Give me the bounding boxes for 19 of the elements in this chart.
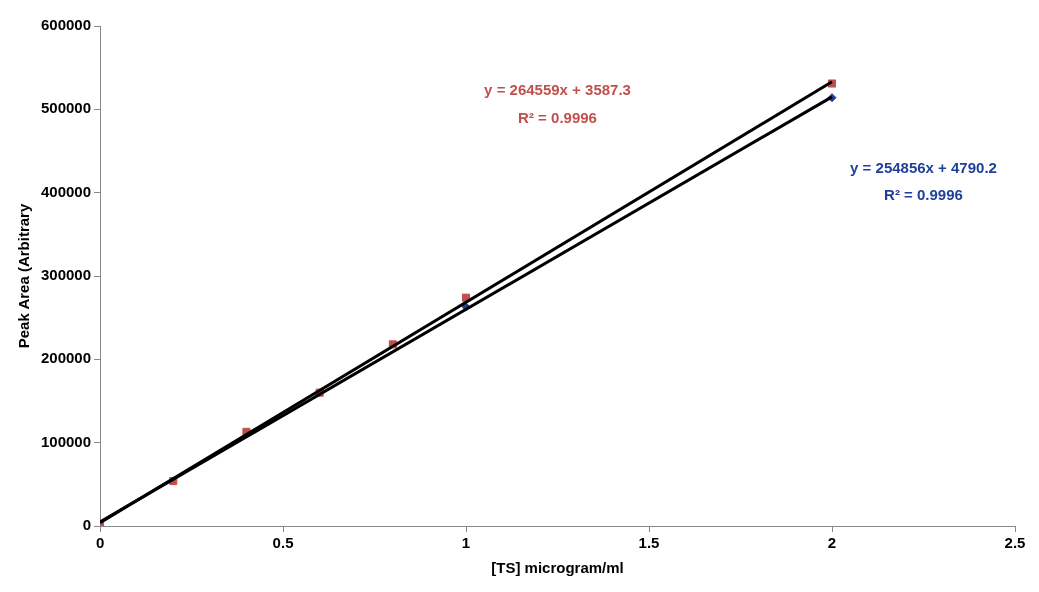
annotation: R² = 0.9996 (884, 186, 963, 204)
annotation: R² = 0.9996 (518, 108, 597, 126)
y-axis-title: Peak Area (Arbitrary (15, 203, 33, 349)
x-tick-label: 1.5 (638, 534, 660, 552)
x-tick-label: 2.5 (1004, 534, 1026, 552)
y-tick-label: 100000 (40, 432, 92, 450)
x-tick-label: 0 (95, 534, 105, 552)
x-tick-label: 2 (827, 534, 837, 552)
x-tick-label: 1 (461, 534, 471, 552)
y-tick-label: 600000 (40, 16, 92, 34)
annotation: y = 254856x + 4790.2 (850, 158, 997, 176)
x-axis-title: [TS] microgram/ml (491, 559, 624, 577)
y-tick-label: 400000 (40, 182, 92, 200)
y-tick-label: 200000 (40, 349, 92, 367)
x-tick-label: 0.5 (272, 534, 294, 552)
y-tick-label: 0 (82, 516, 92, 534)
annotation: y = 264559x + 3587.3 (484, 81, 631, 99)
y-tick-label: 500000 (40, 99, 92, 117)
y-tick-label: 300000 (40, 266, 92, 284)
